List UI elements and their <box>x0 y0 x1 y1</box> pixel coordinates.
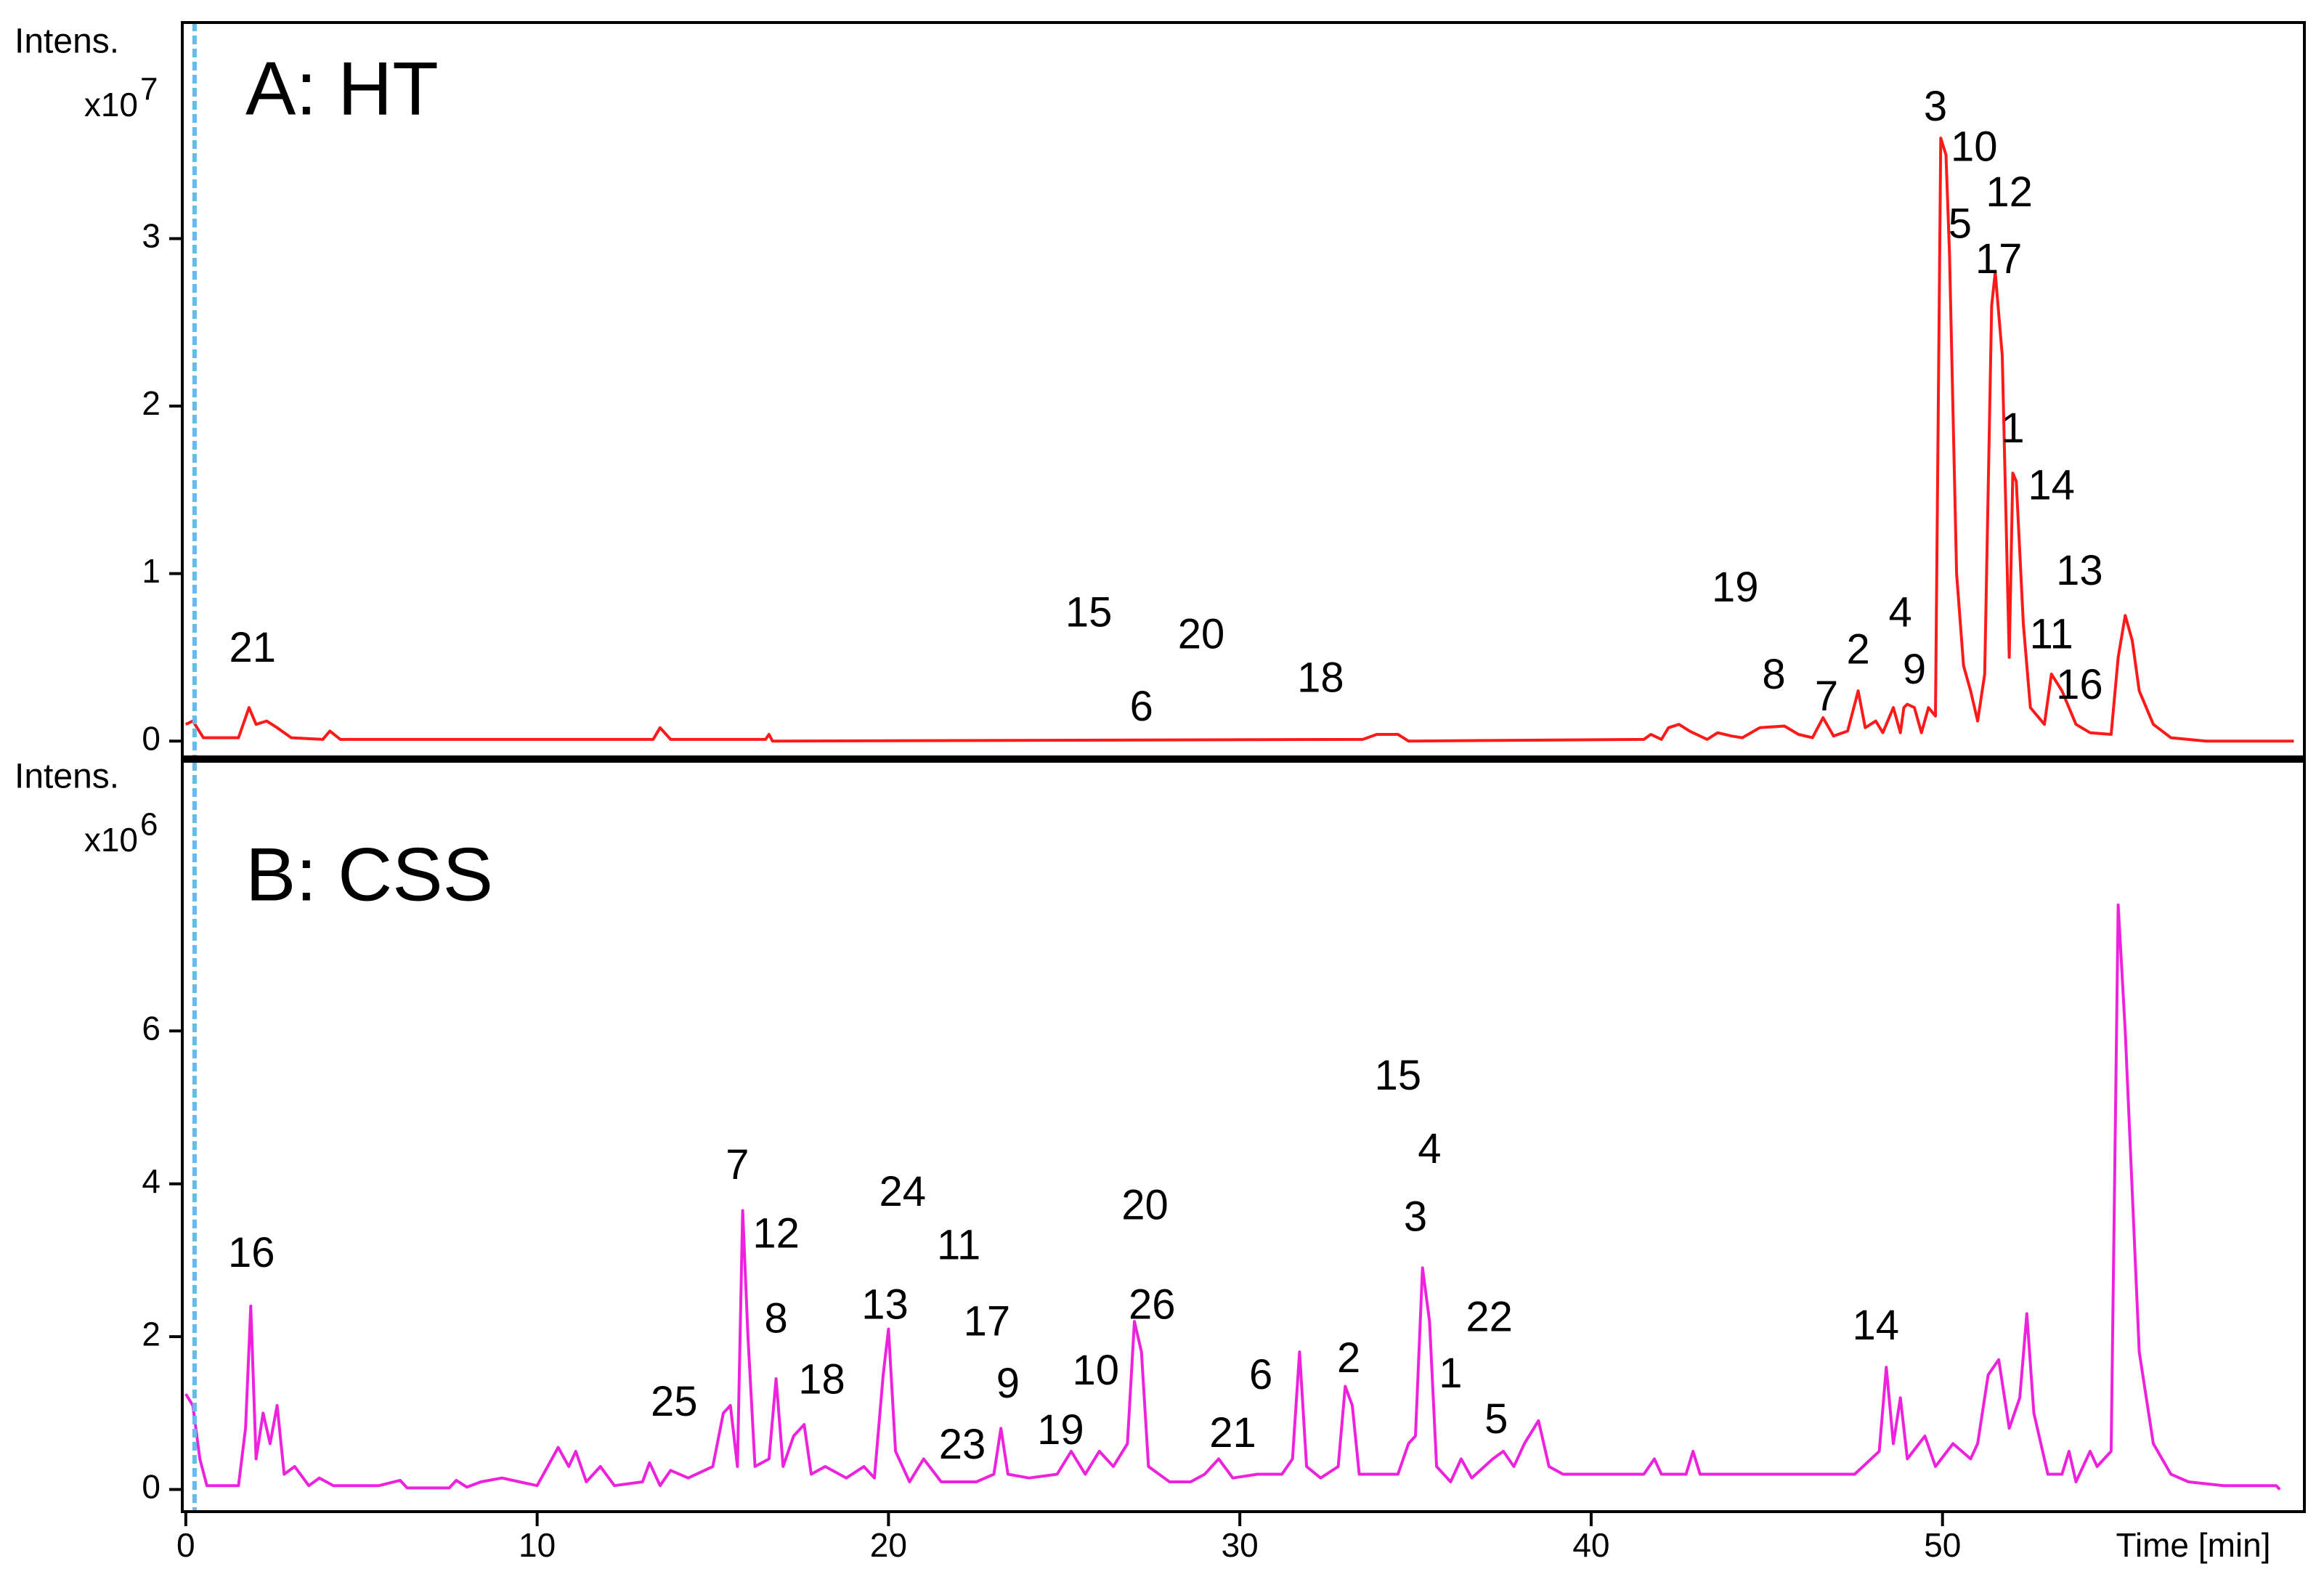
peak-label: 3 <box>1924 83 1947 130</box>
peak-label: 12 <box>1986 169 2033 216</box>
peak-label: 19 <box>1712 564 1759 611</box>
peak-label: 13 <box>2056 547 2103 594</box>
panel-title: A: HT <box>245 46 439 131</box>
peak-label: 14 <box>2028 461 2075 508</box>
peak-label: 24 <box>879 1168 926 1215</box>
x-tick-label: 10 <box>519 1526 556 1564</box>
y-tick-label: 2 <box>142 384 161 422</box>
peak-label: 2 <box>1846 625 1869 673</box>
y-tick-label: 0 <box>142 719 161 757</box>
panel-title: B: CSS <box>245 832 493 917</box>
x-tick-label: 50 <box>1924 1526 1961 1564</box>
x-tick-label: 20 <box>870 1526 907 1564</box>
peak-label: 15 <box>1065 589 1113 636</box>
peak-label: 26 <box>1129 1281 1176 1328</box>
y-exponent: 7 <box>140 72 158 108</box>
peak-label: 5 <box>1484 1395 1508 1443</box>
peak-label: 5 <box>1949 200 1972 248</box>
peak-label: 20 <box>1121 1182 1169 1229</box>
peak-label: 6 <box>1249 1351 1272 1398</box>
peak-label: 2 <box>1337 1334 1360 1382</box>
y-multiplier: x10 <box>84 821 138 859</box>
peak-label: 10 <box>1073 1347 1120 1394</box>
peak-label: 15 <box>1375 1052 1422 1099</box>
peak-label: 18 <box>798 1356 845 1403</box>
chromatogram-trace <box>184 137 2294 743</box>
y-axis-label: Intens. <box>15 758 119 796</box>
peak-label: 9 <box>1903 646 1926 693</box>
plot-frame <box>181 21 2306 1513</box>
peak-label: 22 <box>1466 1293 1513 1340</box>
chromatogram-trace <box>184 903 2281 1491</box>
x-tick-label: 0 <box>176 1526 195 1564</box>
peak-label: 19 <box>1037 1406 1084 1454</box>
peak-label: 9 <box>996 1360 1020 1407</box>
x-axis-label: Time [min] <box>2116 1526 2271 1564</box>
peak-label: 1 <box>2001 405 2024 452</box>
peak-label: 21 <box>1209 1409 1256 1456</box>
peak-label: 8 <box>1762 651 1785 698</box>
peak-label: 17 <box>964 1298 1011 1345</box>
peak-label: 7 <box>1815 673 1838 720</box>
peak-label: 14 <box>1853 1302 1900 1349</box>
y-tick-label: 1 <box>142 552 161 590</box>
peak-label: 11 <box>937 1221 980 1268</box>
peak-label: 6 <box>1130 683 1153 730</box>
peak-label: 12 <box>752 1210 800 1257</box>
x-tick-label: 30 <box>1222 1526 1259 1564</box>
x-tick-label: 40 <box>1572 1526 1609 1564</box>
y-tick-label: 4 <box>142 1162 161 1200</box>
peak-label: 18 <box>1297 654 1344 702</box>
peak-label: 13 <box>861 1281 909 1328</box>
y-tick-label: 6 <box>142 1009 161 1047</box>
y-tick-label: 0 <box>142 1468 161 1506</box>
peak-label: 8 <box>764 1294 787 1342</box>
peak-label: 17 <box>1975 235 2023 283</box>
y-axis-label: Intens. <box>15 23 119 61</box>
peak-label: 7 <box>726 1141 749 1188</box>
peak-label: 23 <box>939 1421 986 1468</box>
peak-label: 10 <box>1951 123 1998 171</box>
peak-label: 4 <box>1889 589 1912 636</box>
peak-label: 25 <box>651 1378 698 1425</box>
peak-label: 3 <box>1404 1193 1427 1240</box>
peak-label: 16 <box>2056 661 2103 708</box>
peak-label: 4 <box>1418 1125 1441 1172</box>
peak-label: 1 <box>1439 1350 1462 1397</box>
peak-label: 20 <box>1178 611 1225 658</box>
peak-label: 21 <box>229 624 276 671</box>
peak-label: 11 <box>2030 611 2073 658</box>
y-tick-label: 2 <box>142 1315 161 1353</box>
peak-label: 16 <box>228 1229 275 1276</box>
y-multiplier: x10 <box>84 86 138 123</box>
y-exponent: 6 <box>140 807 158 843</box>
y-tick-label: 3 <box>142 217 161 255</box>
